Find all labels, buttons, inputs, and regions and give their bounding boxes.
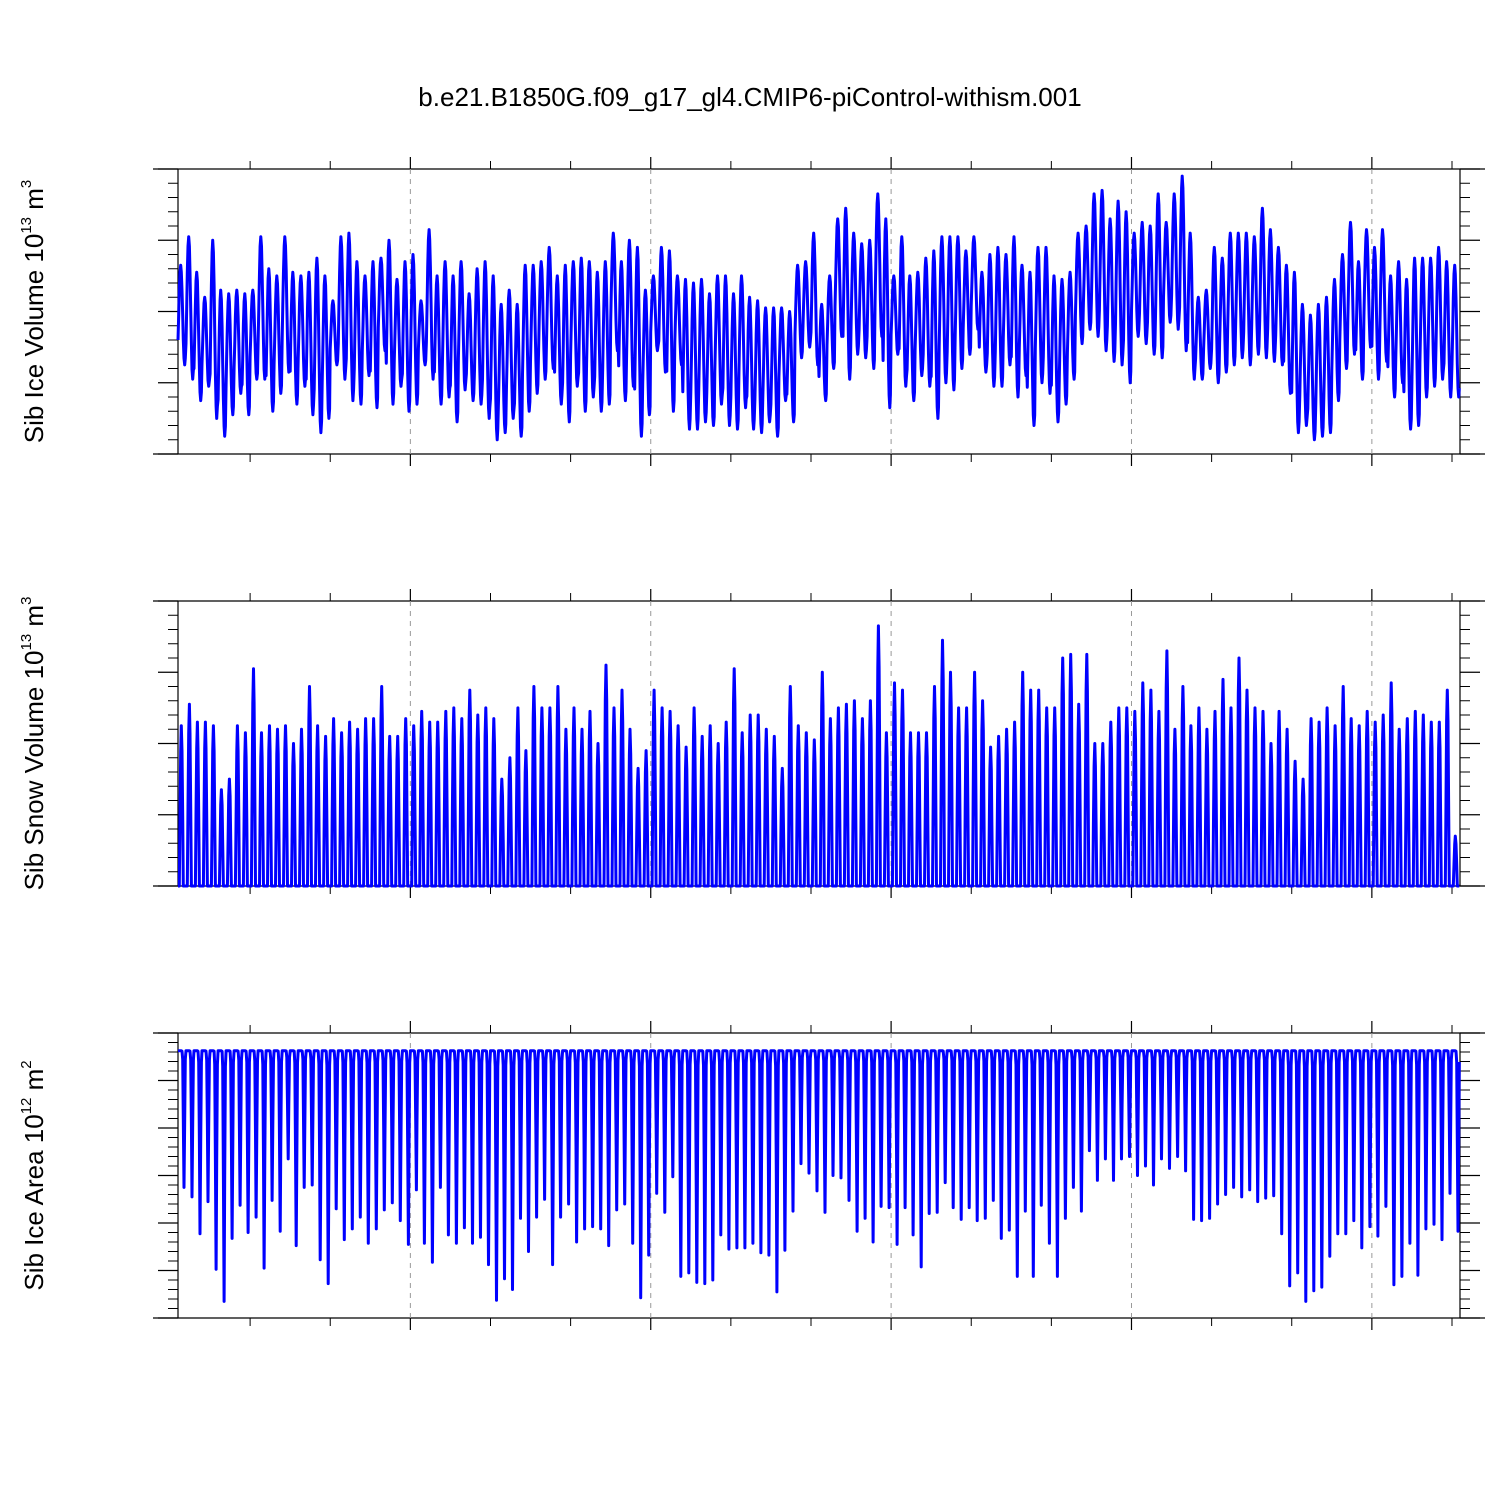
- y-axis-label-unit-exponent: 3: [18, 597, 35, 605]
- y-axis-label-exponent: 12: [18, 1098, 35, 1115]
- series-line: [177, 624, 1461, 888]
- y-axis-label-unit-exponent: 3: [18, 180, 35, 188]
- y-axis-label-unit: m: [19, 188, 49, 217]
- y-axis-label-unit: m: [19, 1069, 49, 1098]
- y-axis-label-text: Sib Snow Volume 10: [19, 650, 49, 890]
- chart-panel-3: Sib Ice Area 1012 m2: [18, 1021, 1485, 1330]
- y-axis-label: Sib Ice Volume 1013 m3: [18, 180, 49, 444]
- chart-panel-2: Sib Snow Volume 1013 m3: [18, 589, 1485, 898]
- chart-panel-1: Sib Ice Volume 1013 m3: [18, 157, 1485, 466]
- y-axis-label-unit: m: [19, 605, 49, 634]
- y-axis-label-exponent: 13: [18, 217, 35, 234]
- y-axis-label: Sib Ice Area 1012 m2: [18, 1060, 49, 1290]
- y-axis-label-unit-exponent: 2: [18, 1060, 35, 1068]
- figure-title: b.e21.B1850G.f09_g17_gl4.CMIP6-piControl…: [418, 82, 1081, 112]
- y-axis-label-exponent: 13: [18, 634, 35, 651]
- series-line: [176, 174, 1461, 442]
- y-axis-label-text: Sib Ice Area 10: [19, 1114, 49, 1290]
- y-axis-label-text: Sib Ice Volume 10: [19, 234, 49, 444]
- y-axis-label: Sib Snow Volume 1013 m3: [18, 597, 49, 891]
- series-line: [177, 1049, 1461, 1303]
